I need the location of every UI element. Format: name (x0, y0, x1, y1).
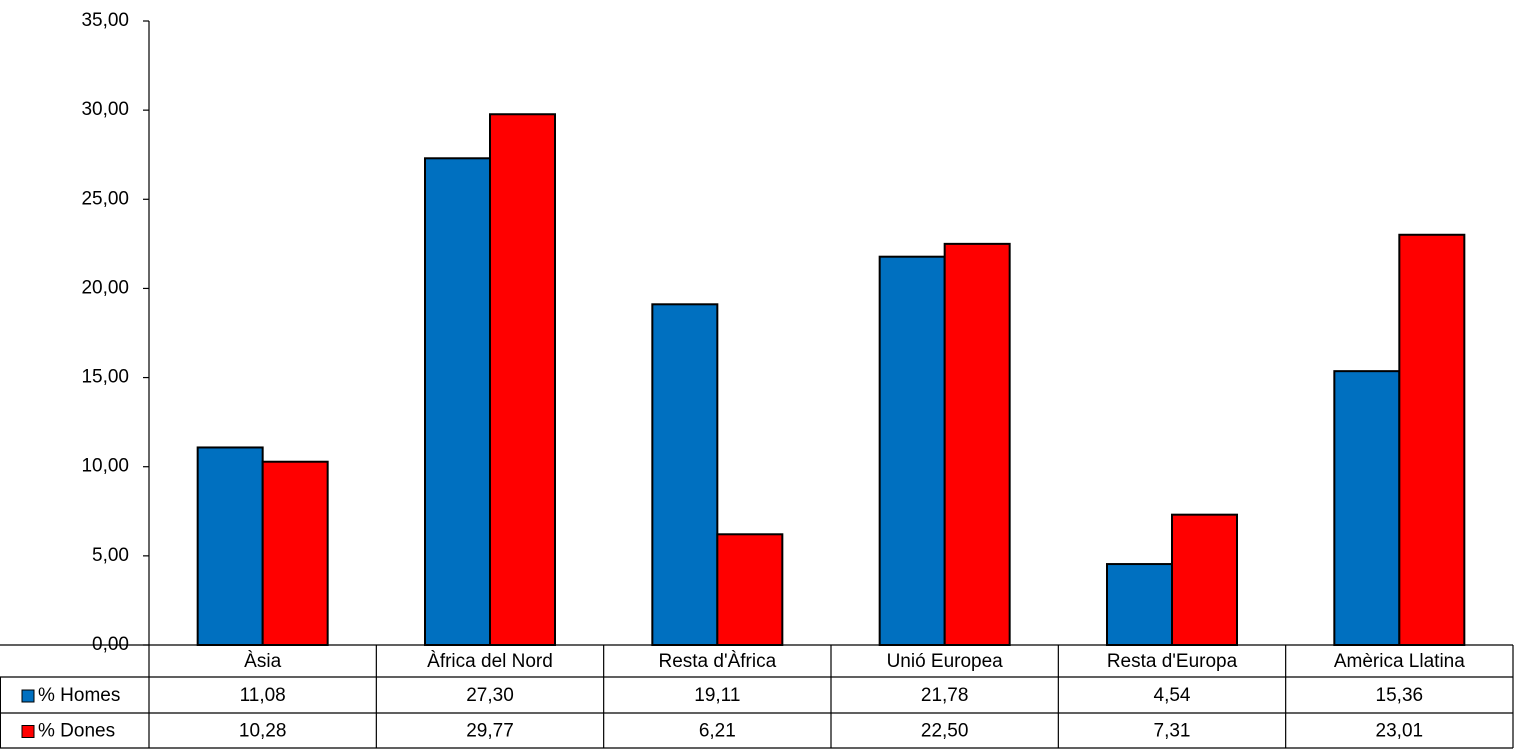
bar (261, 460, 329, 646)
legend-key (21, 689, 35, 703)
data-label: 15,36 (1376, 685, 1424, 706)
series-name: % Dones (38, 721, 115, 742)
legend-key (21, 725, 35, 738)
bar (424, 157, 491, 646)
data-label: 10,28 (239, 721, 287, 742)
data-label: 7,31 (1154, 721, 1191, 742)
bar (196, 446, 264, 647)
bar (489, 113, 556, 647)
y-tick-label: 5,00 (92, 545, 129, 566)
data-label: 4,54 (1154, 685, 1191, 706)
data-label: 29,77 (466, 721, 514, 742)
data-label: 21,78 (921, 685, 969, 706)
y-tick-label: 15,00 (81, 367, 129, 388)
bar (878, 255, 946, 646)
y-tick-label: 25,00 (81, 188, 129, 209)
bar (1333, 370, 1401, 646)
category-label: Resta d'Àfrica (658, 651, 776, 672)
bar (1398, 233, 1466, 647)
data-label: 23,01 (1376, 721, 1424, 742)
bar (716, 533, 784, 646)
y-tick-label: 30,00 (81, 99, 129, 120)
data-label: 27,30 (466, 685, 514, 706)
bars (196, 113, 1466, 647)
y-tick-label: 10,00 (81, 456, 129, 477)
bar (1106, 563, 1173, 646)
category-label: Amèrica Llatina (1334, 651, 1465, 672)
data-label: 11,08 (240, 685, 286, 706)
bar (1171, 513, 1238, 647)
data-label: 6,21 (699, 721, 736, 742)
category-label: Àsia (244, 651, 281, 672)
bar (943, 242, 1011, 646)
category-label: Unió Europea (887, 651, 1004, 672)
data-table: Àsia Àfrica del Nord Resta d'Àfrica Unió Eu… (0, 644, 1514, 749)
category-label: Resta d'Europa (1107, 651, 1238, 672)
data-label: 22,50 (921, 721, 969, 742)
category-label: Àfrica del Nord (427, 651, 553, 672)
data-label: 19,11 (694, 685, 740, 706)
series-name: % Homes (38, 685, 120, 706)
y-tick-label: 20,00 (81, 277, 129, 298)
y-tick-label: 35,00 (81, 10, 129, 31)
bar (651, 303, 719, 646)
